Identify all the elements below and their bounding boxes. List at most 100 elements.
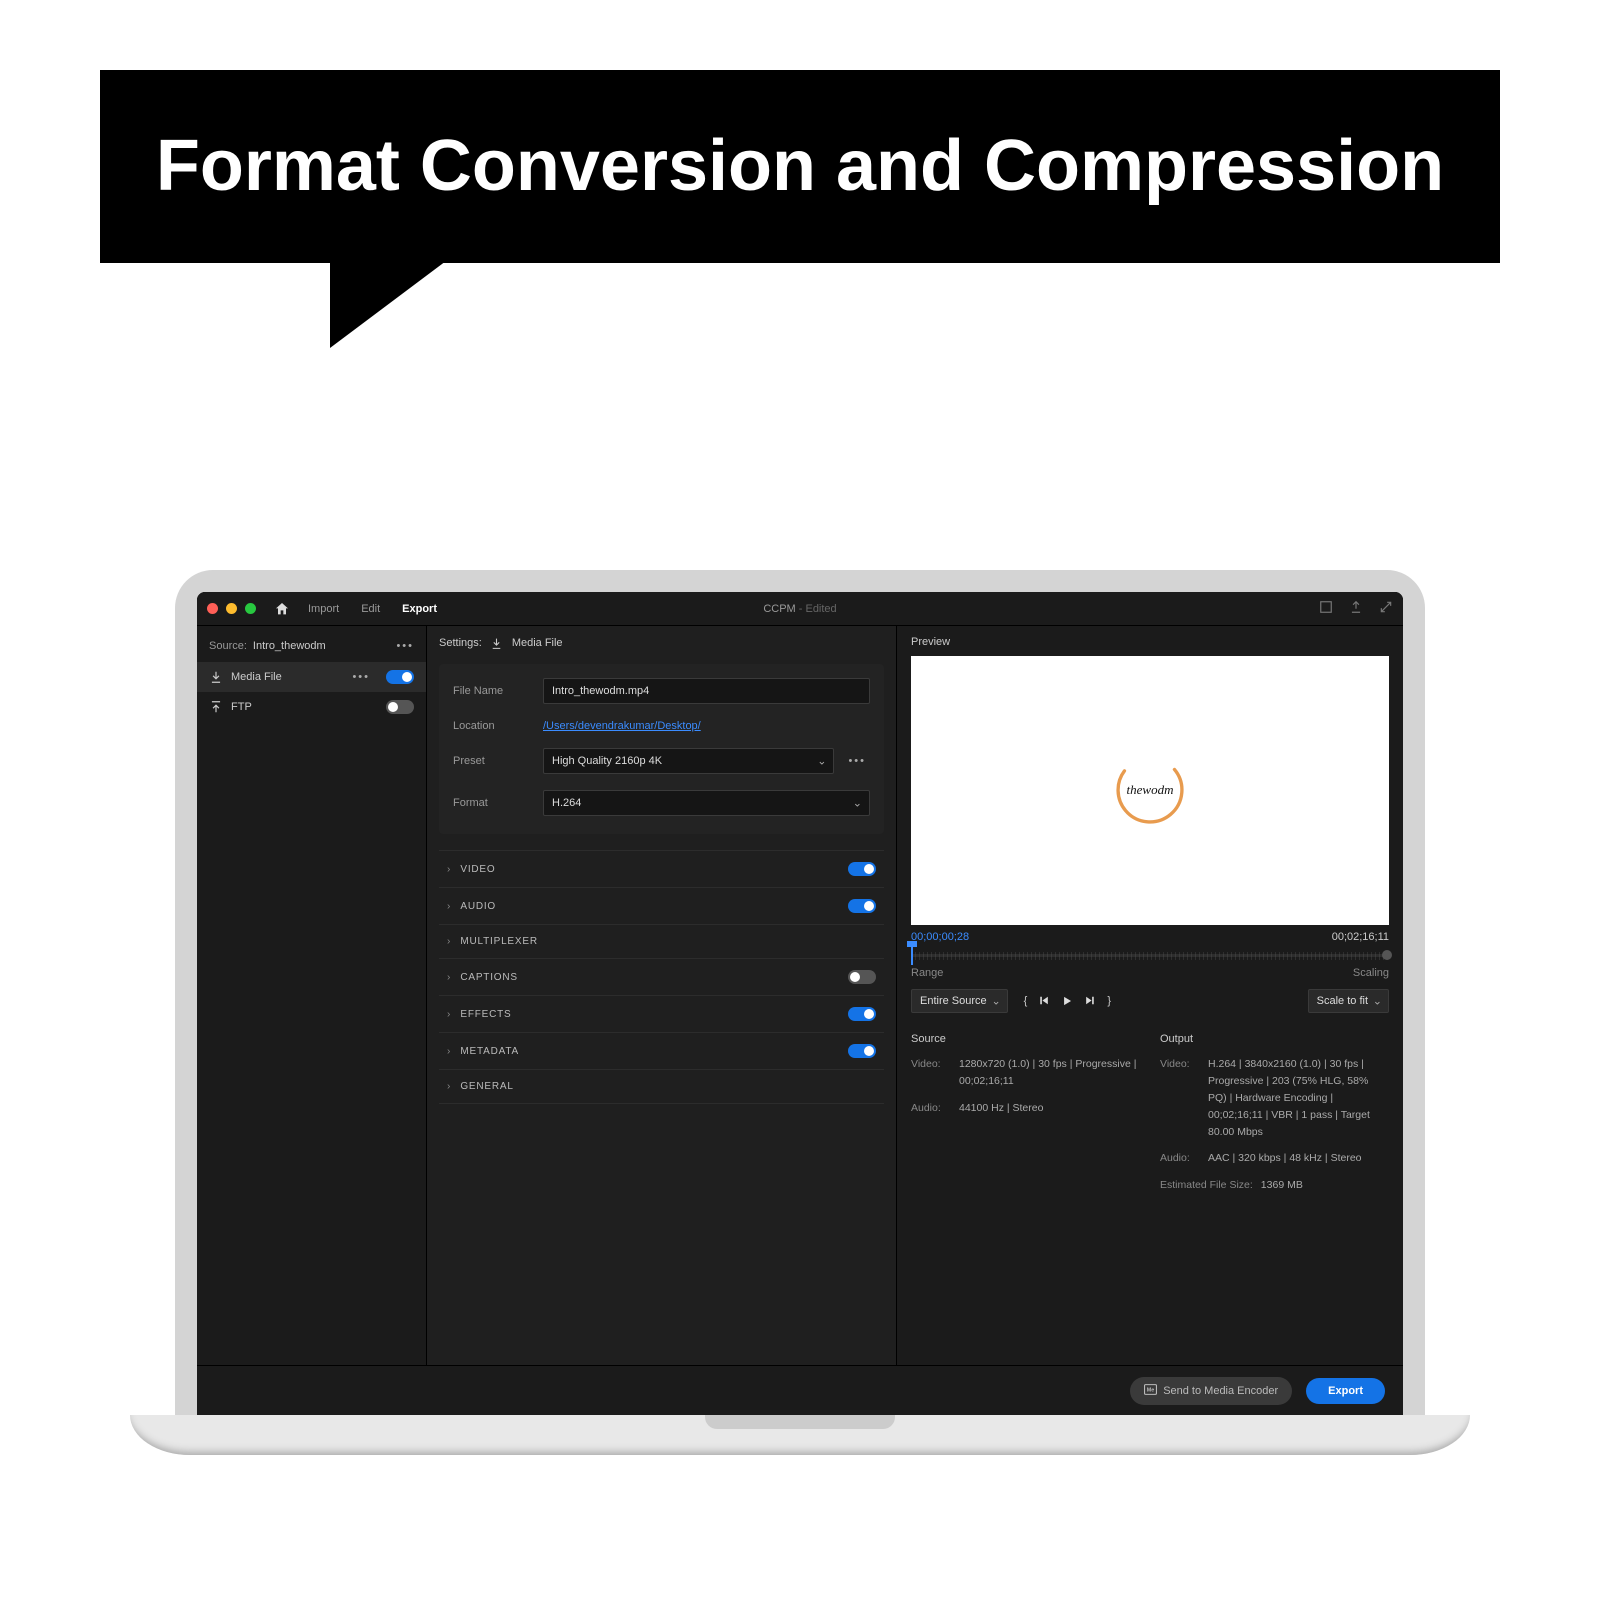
maximize-icon[interactable]: [245, 603, 256, 614]
step-back-icon[interactable]: [1037, 994, 1050, 1007]
download-icon: [209, 670, 223, 684]
settings-target: Media File: [512, 637, 563, 649]
workspace-tabs: Import Edit Export: [308, 603, 437, 615]
source-label: Source:: [209, 640, 247, 652]
audio-toggle[interactable]: [848, 899, 876, 913]
source-more-icon[interactable]: •••: [396, 640, 414, 652]
accordion-general[interactable]: ›GENERAL: [439, 1069, 884, 1104]
step-forward-icon[interactable]: [1084, 994, 1097, 1007]
svg-text:Me: Me: [1147, 1387, 1155, 1393]
accordion-audio[interactable]: ›AUDIO: [439, 887, 884, 924]
timeline-scrubber[interactable]: [911, 947, 1389, 963]
download-icon: [490, 636, 504, 650]
scaling-select[interactable]: Scale to fit⌄: [1308, 989, 1389, 1013]
preview-content: thewodm: [1108, 748, 1192, 832]
mark-in-icon[interactable]: {: [1024, 995, 1028, 1007]
tab-edit[interactable]: Edit: [361, 603, 380, 615]
footer-bar: Me Send to Media Encoder Export: [197, 1365, 1403, 1415]
chevron-down-icon: ⌄: [991, 994, 1000, 1007]
chevron-right-icon: ›: [447, 901, 450, 912]
info-columns: Source Video:1280x720 (1.0) | 30 fps | P…: [911, 1031, 1389, 1204]
accordion-metadata[interactable]: ›METADATA: [439, 1032, 884, 1069]
export-button[interactable]: Export: [1306, 1378, 1385, 1404]
mark-out-icon[interactable]: }: [1107, 995, 1111, 1007]
project-name: CCPM: [763, 603, 795, 615]
ftp-toggle[interactable]: [386, 700, 414, 714]
format-select[interactable]: H.264: [543, 790, 870, 816]
accordion-effects[interactable]: ›EFFECTS: [439, 995, 884, 1032]
effects-toggle[interactable]: [848, 1007, 876, 1021]
share-icon[interactable]: [1349, 600, 1363, 617]
output-audio-value: AAC | 320 kbps | 48 kHz | Stereo: [1208, 1150, 1362, 1167]
encoder-icon: Me: [1144, 1384, 1157, 1398]
preview-panel: Preview thewodm 00;00;00;28 00;02;16;11: [897, 626, 1403, 1365]
output-title: Output: [1160, 1031, 1389, 1049]
preview-logo-text: thewodm: [1108, 748, 1192, 832]
captions-toggle[interactable]: [848, 970, 876, 984]
laptop-bezel: Import Edit Export CCPM - Edited: [175, 570, 1425, 1415]
preset-more-icon[interactable]: •••: [844, 755, 870, 767]
send-to-encoder-button[interactable]: Me Send to Media Encoder: [1130, 1377, 1292, 1405]
fullscreen-icon[interactable]: [1319, 600, 1333, 617]
source-sidebar: Source: Intro_thewodm ••• Media File •••: [197, 626, 427, 1365]
expand-icon[interactable]: [1379, 600, 1393, 617]
minimize-icon[interactable]: [226, 603, 237, 614]
chevron-right-icon: ›: [447, 936, 450, 947]
media-file-more-icon[interactable]: •••: [352, 671, 370, 683]
metadata-toggle[interactable]: [848, 1044, 876, 1058]
video-toggle[interactable]: [848, 862, 876, 876]
chevron-right-icon: ›: [447, 972, 450, 983]
accordion-captions[interactable]: ›CAPTIONS: [439, 958, 884, 995]
media-file-toggle[interactable]: [386, 670, 414, 684]
settings-panel: Settings: Media File File Name Location: [427, 626, 897, 1365]
location-link[interactable]: /Users/devendrakumar/Desktop/: [543, 720, 701, 732]
tab-export[interactable]: Export: [402, 603, 437, 615]
range-select[interactable]: Entire Source⌄: [911, 989, 1008, 1013]
timecode-total: 00;02;16;11: [1332, 931, 1389, 943]
upload-icon: [209, 700, 223, 714]
sidebar-item-media-file[interactable]: Media File •••: [197, 662, 426, 692]
preset-label: Preset: [453, 755, 533, 767]
settings-header: Settings: Media File: [439, 636, 884, 650]
format-label: Format: [453, 797, 533, 809]
settings-label: Settings:: [439, 637, 482, 649]
output-filesize-value: 1369 MB: [1261, 1177, 1303, 1194]
preview-video[interactable]: thewodm: [911, 656, 1389, 925]
chevron-down-icon: ⌄: [1373, 994, 1382, 1007]
output-video-value: H.264 | 3840x2160 (1.0) | 30 fps | Progr…: [1208, 1056, 1389, 1140]
accordion-video[interactable]: ›VIDEO: [439, 850, 884, 887]
settings-accordion: ›VIDEO ›AUDIO ›MULTIPLEXER ›CAPTIONS ›EF…: [439, 850, 884, 1104]
home-icon[interactable]: [274, 601, 290, 617]
scaling-label: Scaling: [1353, 967, 1389, 979]
source-name: Intro_thewodm: [253, 640, 326, 652]
filename-label: File Name: [453, 685, 533, 697]
timecode-current[interactable]: 00;00;00;28: [911, 931, 969, 943]
chevron-right-icon: ›: [447, 1009, 450, 1020]
playback-controls: { }: [1024, 994, 1111, 1008]
sidebar-item-ftp[interactable]: FTP: [197, 692, 426, 722]
accordion-multiplexer[interactable]: ›MULTIPLEXER: [439, 924, 884, 958]
chevron-right-icon: ›: [447, 1081, 450, 1092]
laptop-base: [130, 1415, 1470, 1455]
filename-input[interactable]: [543, 678, 870, 704]
source-video-value: 1280x720 (1.0) | 30 fps | Progressive | …: [959, 1056, 1140, 1090]
location-label: Location: [453, 720, 533, 732]
sidebar-item-label: FTP: [231, 701, 252, 713]
preview-label: Preview: [911, 636, 1389, 648]
preset-select[interactable]: High Quality 2160p 4K: [543, 748, 834, 774]
top-bar: Import Edit Export CCPM - Edited: [197, 592, 1403, 626]
page-title: Format Conversion and Compression: [156, 126, 1444, 206]
source-info: Source Video:1280x720 (1.0) | 30 fps | P…: [911, 1031, 1140, 1204]
project-status: - Edited: [796, 603, 837, 615]
title-bubble: Format Conversion and Compression: [100, 70, 1500, 263]
chevron-right-icon: ›: [447, 1046, 450, 1057]
laptop-mockup: Import Edit Export CCPM - Edited: [175, 570, 1425, 1455]
source-title: Source: [911, 1031, 1140, 1049]
range-label: Range: [911, 967, 943, 979]
play-icon[interactable]: [1060, 994, 1074, 1008]
window-controls: [207, 603, 256, 614]
sidebar-item-label: Media File: [231, 671, 282, 683]
app-window: Import Edit Export CCPM - Edited: [197, 592, 1403, 1415]
tab-import[interactable]: Import: [308, 603, 339, 615]
close-icon[interactable]: [207, 603, 218, 614]
